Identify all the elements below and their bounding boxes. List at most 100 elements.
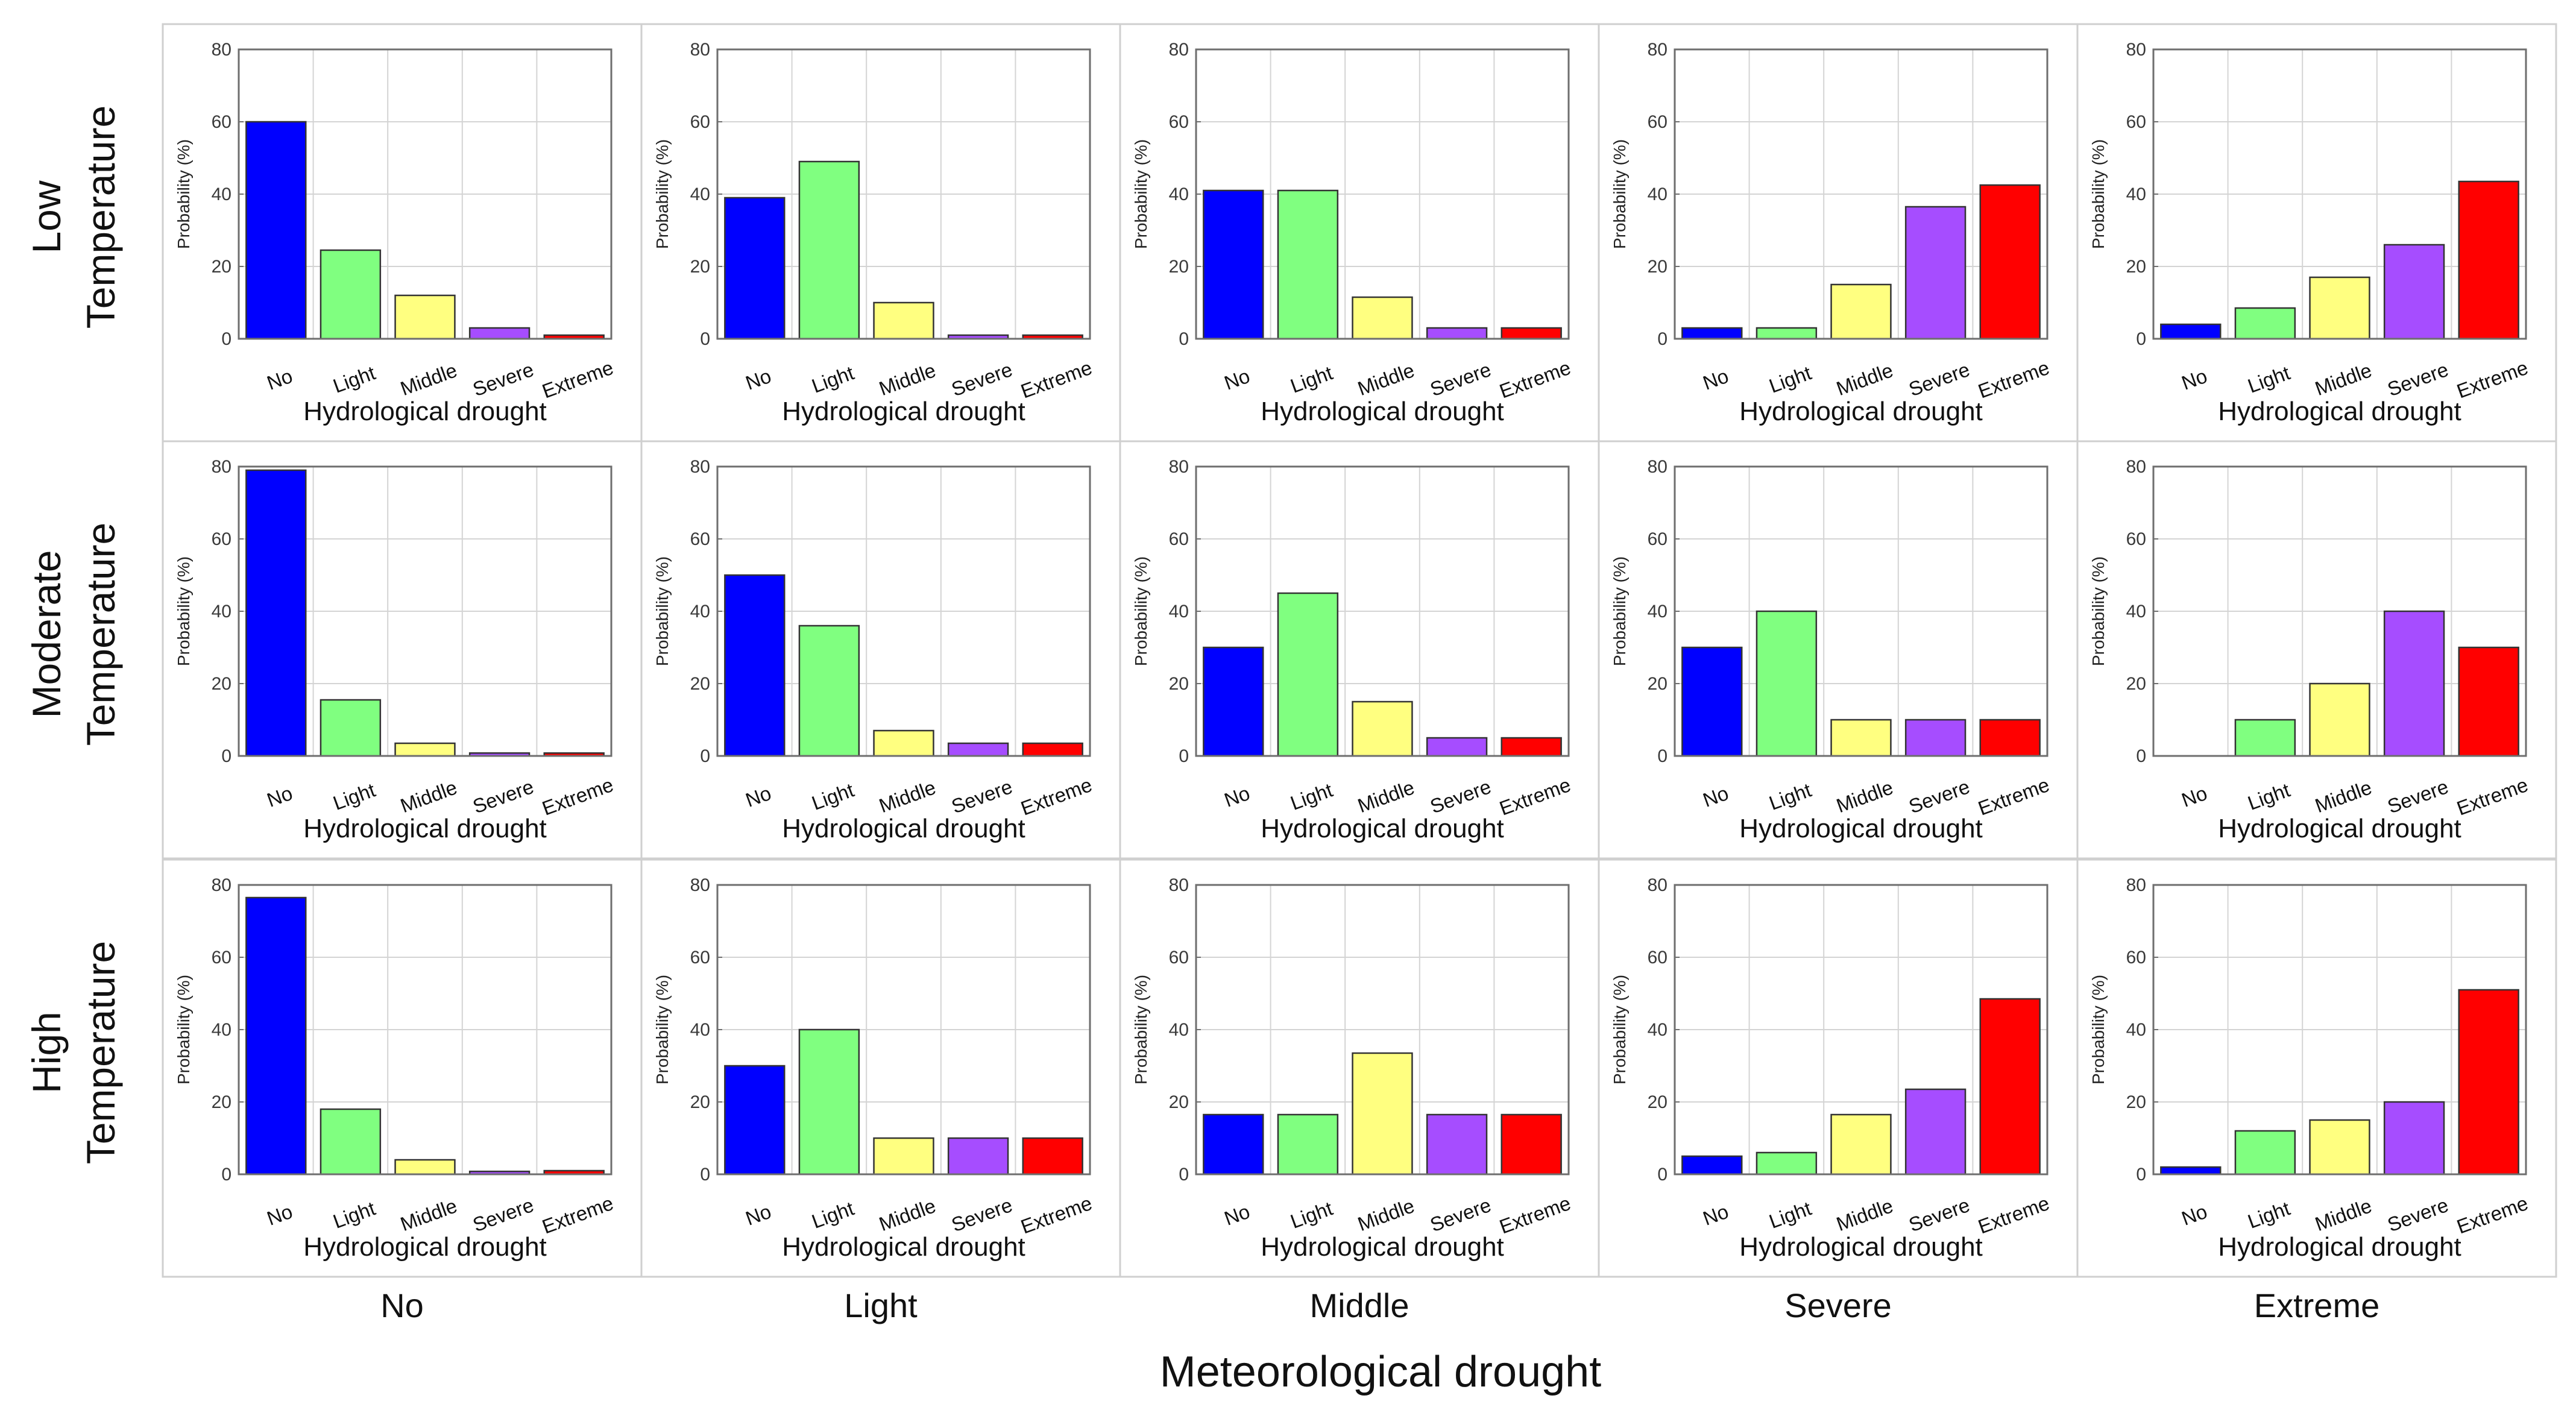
- y-axis-label: Probability (%): [174, 975, 193, 1084]
- y-tick-label: 40: [1648, 184, 1667, 204]
- bar-severe: [1426, 1113, 1488, 1175]
- y-tick-label: 80: [1648, 40, 1667, 60]
- y-axis-label: Probability (%): [1132, 975, 1150, 1084]
- y-tick-label: 60: [1648, 948, 1667, 968]
- x-tick-label-extreme: Extreme: [1975, 1192, 2052, 1238]
- y-tick-label: 0: [700, 746, 710, 766]
- y-axis-label: Probability (%): [653, 975, 672, 1084]
- x-tick-label-no: No: [1700, 782, 1731, 811]
- x-tick-label-no: No: [264, 1200, 295, 1230]
- bar-severe: [947, 742, 1009, 757]
- x-tick-label-extreme: Extreme: [539, 773, 616, 820]
- x-axis-label: Hydrological drought: [1261, 1232, 1504, 1262]
- x-tick-label-middle: Middle: [397, 776, 460, 817]
- bar-light: [798, 160, 860, 340]
- bar-light: [1756, 610, 1818, 757]
- y-tick-label: 0: [1179, 1165, 1189, 1185]
- bar-extreme: [2458, 989, 2519, 1175]
- bar-light: [1756, 1151, 1818, 1175]
- x-tick-label-severe: Severe: [948, 358, 1015, 401]
- y-tick-label: 60: [212, 948, 231, 968]
- x-tick-label-no: No: [2179, 1200, 2210, 1230]
- bar-middle: [394, 294, 456, 340]
- y-axis-label: Probability (%): [1610, 556, 1629, 666]
- y-axis-label: Probability (%): [174, 139, 193, 249]
- x-tick-label-middle: Middle: [1355, 359, 1417, 400]
- x-tick-label-severe: Severe: [1427, 358, 1494, 401]
- x-tick-label-light: Light: [1766, 362, 1815, 397]
- x-axis-label: Hydrological drought: [303, 397, 547, 426]
- x-tick-label-light: Light: [1766, 779, 1815, 814]
- y-axis-label: Probability (%): [1610, 975, 1629, 1084]
- row-label-moderate-temperature: Moderate Temperature: [24, 523, 123, 746]
- y-tick-label: 20: [690, 257, 710, 277]
- panel-moderate-temperature-extreme: 0 20 40 60 80 No Light Middle Severe ExtremeHydro…: [2076, 440, 2557, 860]
- x-tick-label-middle: Middle: [1355, 776, 1417, 817]
- y-tick-label: 40: [2126, 184, 2146, 204]
- y-tick-label: 40: [1648, 1020, 1667, 1040]
- bar-middle: [394, 742, 456, 757]
- y-tick-label: 80: [1648, 875, 1667, 895]
- y-tick-label: 0: [221, 329, 231, 349]
- x-tick-label-extreme: Extreme: [1496, 356, 1573, 403]
- y-axis-label: Probability (%): [1132, 556, 1150, 666]
- bar-middle: [1352, 296, 1413, 340]
- bar-middle: [1352, 1052, 1413, 1175]
- bar-severe: [2383, 244, 2445, 340]
- x-tick-label-extreme: Extreme: [1975, 773, 2052, 820]
- y-tick-label: 20: [212, 674, 231, 694]
- bar-light: [320, 699, 382, 757]
- bar-middle: [873, 1137, 934, 1175]
- x-tick-label-extreme: Extreme: [1975, 356, 2052, 403]
- bar-middle: [1352, 700, 1413, 757]
- y-tick-label: 80: [1169, 40, 1189, 60]
- bar-no: [1203, 646, 1264, 757]
- x-tick-label-light: Light: [2245, 362, 2293, 397]
- row-label-line: Low: [24, 180, 69, 253]
- x-tick-label-severe: Severe: [948, 1194, 1015, 1236]
- meteorological-drought-title: Meteorological drought: [1160, 1348, 1601, 1396]
- y-tick-label: 0: [700, 1165, 710, 1185]
- x-tick-label-extreme: Extreme: [2454, 1192, 2531, 1238]
- y-tick-label: 60: [690, 948, 710, 968]
- bar-light: [320, 1108, 382, 1175]
- x-tick-label-no: No: [743, 782, 774, 811]
- x-tick-label-light: Light: [1288, 779, 1336, 814]
- x-tick-label-no: No: [1221, 1200, 1253, 1230]
- x-tick-label-light: Light: [1288, 1197, 1336, 1233]
- panel-moderate-temperature-severe: 0 20 40 60 80 No Light Middle Severe ExtremeHydro…: [1598, 440, 2079, 860]
- y-tick-label: 0: [221, 1165, 231, 1185]
- y-axis-label: Probability (%): [653, 556, 672, 666]
- bar-middle: [1830, 719, 1892, 757]
- panel-low-temperature-extreme: 0 20 40 60 80 No Light Middle Severe ExtremeHydro…: [2076, 23, 2557, 442]
- bar-light: [1756, 327, 1818, 340]
- x-axis-label: Hydrological drought: [1739, 1232, 1983, 1262]
- y-tick-label: 0: [2136, 1165, 2146, 1185]
- bar-no: [1203, 189, 1264, 340]
- panel-high-temperature-middle: 0 20 40 60 80 No Light Middle Severe ExtremeHydro…: [1119, 858, 1600, 1278]
- y-tick-label: 40: [690, 1020, 710, 1040]
- bar-severe: [1904, 206, 1967, 340]
- bar-light: [1277, 1113, 1339, 1175]
- bar-extreme: [2458, 180, 2519, 340]
- x-axis-label: Hydrological drought: [1261, 814, 1504, 843]
- x-tick-label-light: Light: [809, 1197, 857, 1233]
- y-tick-label: 80: [212, 875, 231, 895]
- bar-light: [2234, 719, 2296, 757]
- bar-no: [2160, 1166, 2222, 1175]
- panel-frame: [2076, 440, 2557, 860]
- x-tick-label-severe: Severe: [470, 1194, 537, 1236]
- x-tick-label-extreme: Extreme: [539, 356, 616, 403]
- y-tick-label: 60: [1648, 112, 1667, 132]
- x-axis-label: Hydrological drought: [303, 814, 547, 843]
- x-tick-label-severe: Severe: [2384, 775, 2451, 818]
- bar-severe: [1904, 1088, 1967, 1175]
- panel-high-temperature-extreme: 0 20 40 60 80 No Light Middle Severe ExtremeHydro…: [2076, 858, 2557, 1278]
- y-tick-label: 60: [1648, 529, 1667, 549]
- bar-no: [245, 896, 307, 1175]
- bar-light: [798, 1028, 860, 1175]
- bar-extreme: [1022, 742, 1083, 757]
- bar-severe: [1904, 719, 1967, 757]
